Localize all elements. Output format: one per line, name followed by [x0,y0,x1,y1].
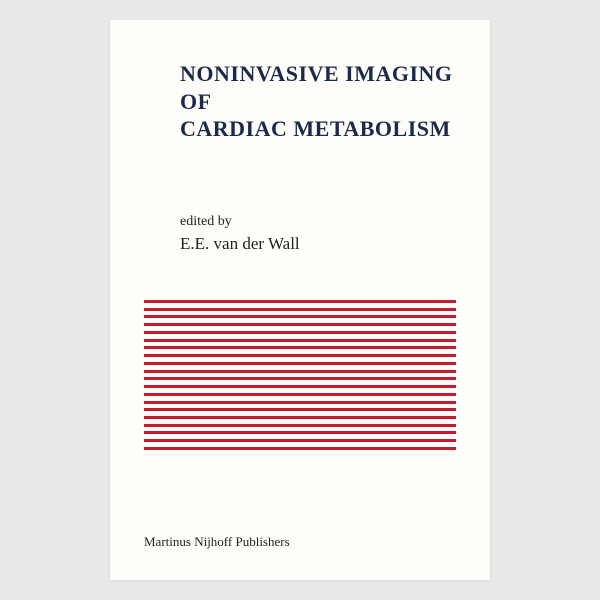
stripe [144,447,456,450]
stripe [144,385,456,388]
stripe [144,408,456,411]
stripe [144,354,456,357]
book-title: NONINVASIVE IMAGING OF CARDIAC METABOLIS… [180,60,453,143]
stripe [144,439,456,442]
stripe [144,424,456,427]
stripe [144,393,456,396]
stripe [144,370,456,373]
stripe [144,431,456,434]
publisher-name: Martinus Nijhoff Publishers [144,534,290,550]
stage: NONINVASIVE IMAGING OF CARDIAC METABOLIS… [0,0,600,600]
stripe [144,331,456,334]
stripe [144,308,456,311]
stripe [144,323,456,326]
edited-by-label: edited by [180,214,232,230]
book-cover: NONINVASIVE IMAGING OF CARDIAC METABOLIS… [110,20,490,580]
stripe [144,346,456,349]
stripe [144,401,456,404]
stripe [144,416,456,419]
stripe [144,362,456,365]
stripe-graphic [144,300,456,450]
editor-name: E.E. van der Wall [180,234,300,254]
stripe [144,339,456,342]
stripe [144,315,456,318]
stripe [144,377,456,380]
stripe [144,300,456,303]
